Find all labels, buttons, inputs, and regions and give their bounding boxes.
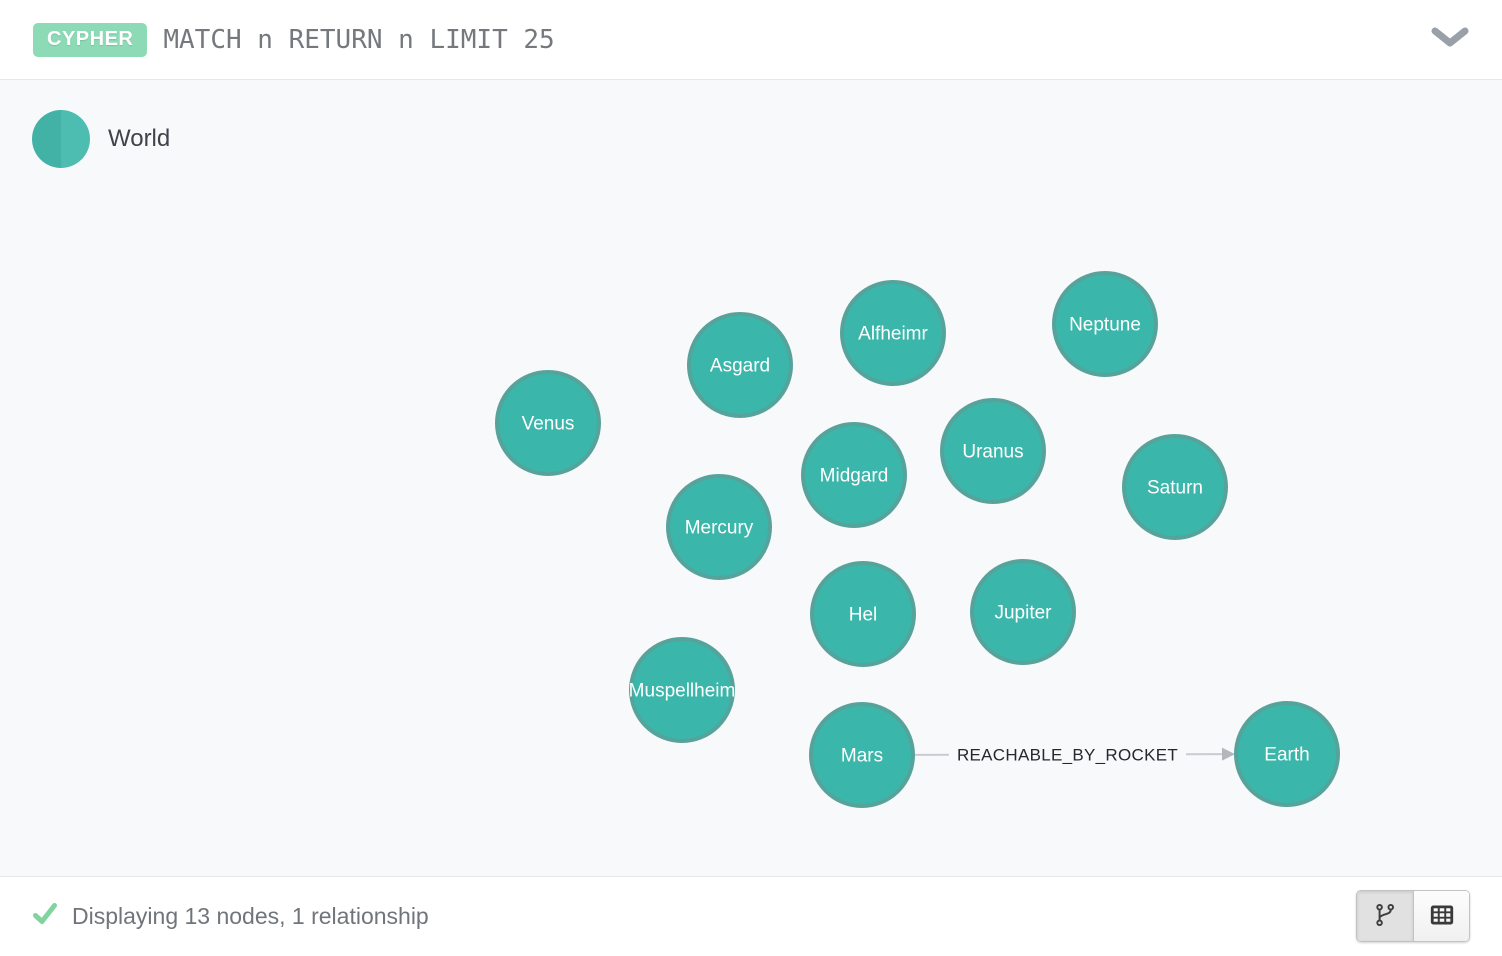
graph-canvas[interactable]: REACHABLE_BY_ROCKET Venus Asgard Alfheimr Ne…	[0, 80, 1502, 876]
status-message: Displaying 13 nodes, 1 relationship	[72, 902, 429, 929]
node-label-name: World	[108, 125, 171, 152]
graph-node[interactable]: Saturn	[1122, 434, 1228, 540]
graph-node[interactable]: Alfheimr	[840, 280, 946, 386]
legend: World	[32, 110, 170, 168]
table-view-button[interactable]	[1413, 891, 1469, 941]
graph-node[interactable]: Uranus	[940, 398, 1046, 504]
graph-node[interactable]: Muspellheim	[629, 637, 736, 743]
graph-node[interactable]: Mercury	[666, 474, 772, 580]
graph-node[interactable]: Hel	[810, 561, 916, 667]
graph-node[interactable]: Jupiter	[970, 559, 1076, 665]
cypher-query-text[interactable]: MATCH n RETURN n LIMIT 25	[163, 24, 555, 55]
view-toggle-group	[1356, 890, 1470, 942]
relationship-label-backdrop	[948, 743, 1187, 767]
table-icon	[1429, 902, 1455, 931]
graph-node[interactable]: Venus	[495, 370, 601, 476]
graph-node[interactable]: Neptune	[1052, 271, 1158, 377]
graph-relationship[interactable]: REACHABLE_BY_ROCKET	[912, 743, 1236, 767]
graph-view-button[interactable]	[1357, 891, 1413, 941]
relationship-type-label[interactable]: REACHABLE_BY_ROCKET	[957, 745, 1178, 764]
graph-node[interactable]: Mars	[809, 702, 915, 808]
success-check-icon	[32, 901, 58, 932]
query-bar: CYPHER MATCH n RETURN n LIMIT 25	[0, 0, 1502, 80]
graph-node[interactable]: Midgard	[801, 422, 907, 528]
node-label-swatch[interactable]	[32, 110, 90, 168]
cypher-badge: CYPHER	[33, 22, 148, 57]
chevron-down-icon	[1431, 27, 1469, 51]
status-bar: Displaying 13 nodes, 1 relationship	[0, 876, 1502, 955]
fork-icon	[1372, 902, 1398, 931]
graph-node[interactable]: Asgard	[687, 312, 793, 418]
collapse-frame-button[interactable]	[1428, 22, 1472, 56]
graph-frame: World REACHABLE_BY_ROCKET Venus Asgard Alfh…	[0, 80, 1502, 876]
graph-node[interactable]: Earth	[1234, 701, 1340, 807]
